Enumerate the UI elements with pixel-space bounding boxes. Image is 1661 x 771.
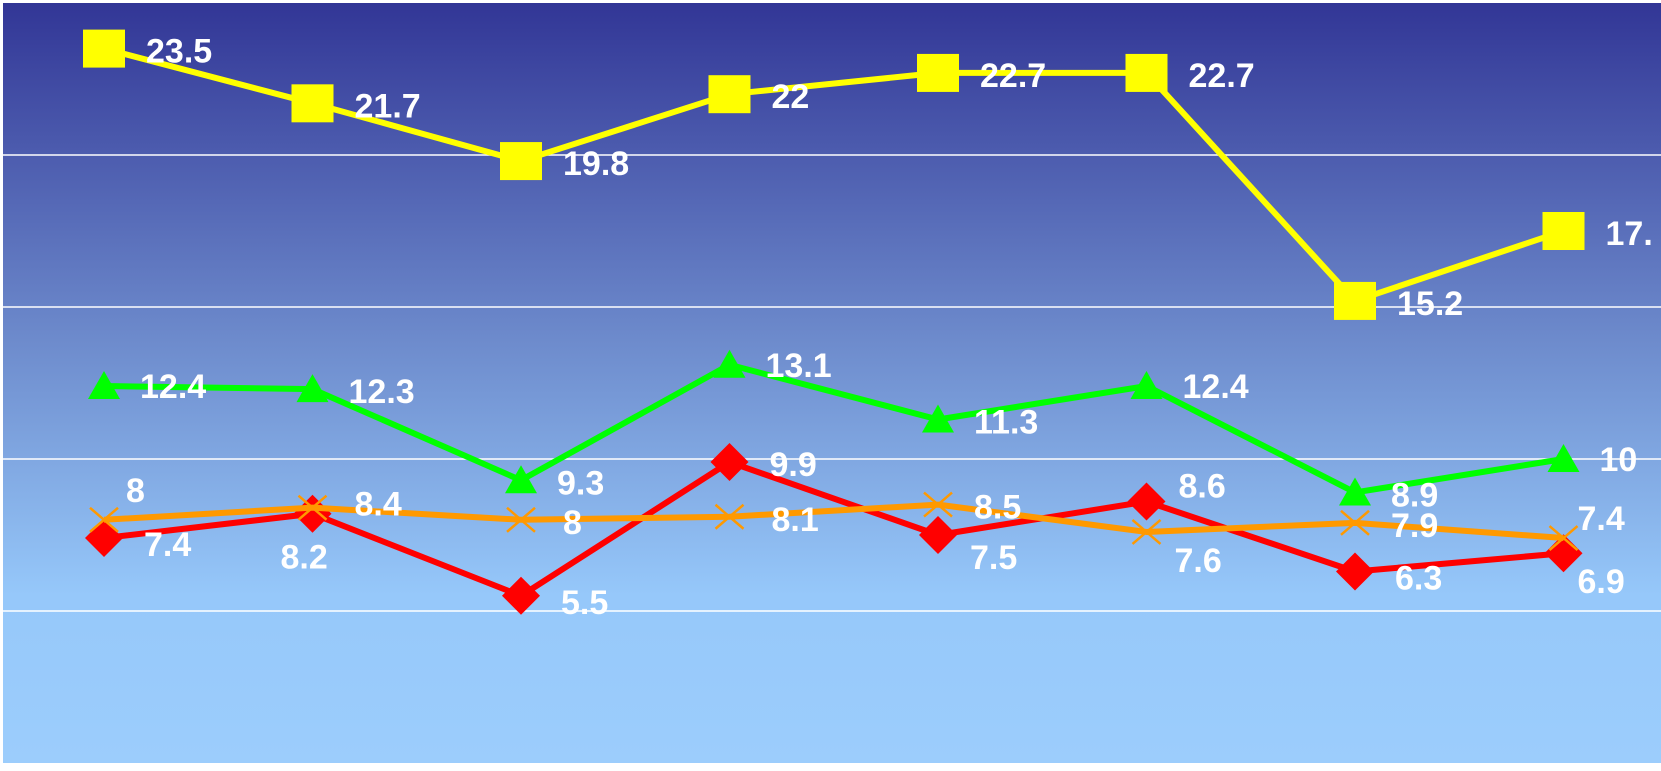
data-label-squares: 23.5 — [146, 33, 212, 71]
data-label-diamonds: 8.2 — [281, 539, 328, 577]
data-label-squares: 17. — [1606, 215, 1653, 253]
data-label-triangles: 10 — [1600, 441, 1638, 479]
data-label-crosses: 7.4 — [1578, 500, 1625, 538]
data-label-triangles: 9.3 — [557, 464, 604, 502]
data-label-crosses: 7.6 — [1175, 542, 1222, 580]
data-label-diamonds: 7.5 — [970, 539, 1017, 577]
data-label-squares: 19.8 — [563, 145, 629, 183]
data-label-squares: 22 — [772, 78, 810, 116]
data-label-triangles: 12.4 — [1183, 368, 1249, 406]
data-point-squares — [292, 84, 334, 122]
data-label-triangles: 12.4 — [140, 368, 206, 406]
data-label-squares: 15.2 — [1397, 285, 1463, 323]
data-label-diamonds: 7.4 — [144, 526, 191, 564]
data-label-crosses: 8 — [126, 472, 145, 510]
data-label-crosses: 8.1 — [772, 501, 819, 539]
data-point-squares — [83, 30, 125, 68]
data-label-triangles: 13.1 — [766, 347, 832, 385]
data-point-squares — [500, 142, 542, 180]
data-label-squares: 21.7 — [355, 87, 421, 125]
data-label-squares: 22.7 — [980, 57, 1046, 95]
data-label-crosses: 8.4 — [355, 486, 402, 524]
data-label-crosses: 8.5 — [974, 489, 1021, 527]
data-point-squares — [709, 75, 751, 113]
data-label-diamonds: 9.9 — [770, 446, 817, 484]
data-label-diamonds: 8.6 — [1179, 468, 1226, 506]
data-point-squares — [917, 54, 959, 92]
data-label-squares: 22.7 — [1189, 57, 1255, 95]
data-point-squares — [1543, 212, 1585, 250]
data-label-diamonds: 5.5 — [561, 584, 608, 622]
data-label-crosses: 7.9 — [1391, 507, 1438, 545]
data-label-triangles: 12.3 — [349, 373, 415, 411]
data-label-diamonds: 6.3 — [1395, 559, 1442, 597]
plot-area-background — [3, 3, 1661, 763]
data-point-squares — [1126, 54, 1168, 92]
data-point-squares — [1334, 282, 1376, 320]
data-label-crosses: 8 — [563, 504, 582, 542]
data-label-triangles: 11.3 — [974, 403, 1038, 441]
data-label-diamonds: 6.9 — [1578, 563, 1625, 601]
